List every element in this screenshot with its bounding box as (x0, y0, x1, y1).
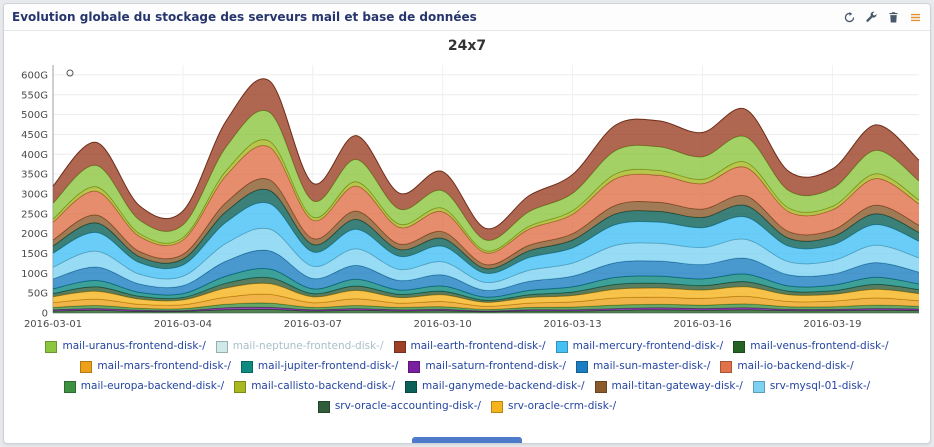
legend-item-srv-oracle-accounting-disk[interactable]: srv-oracle-accounting-disk-/ (317, 399, 481, 414)
svg-text:550G: 550G (21, 90, 48, 101)
legend-item-mail-mars-frontend-disk[interactable]: mail-mars-frontend-disk-/ (80, 359, 231, 374)
storage-evolution-widget: Evolution globale du stockage des serveu… (3, 3, 931, 444)
legend-swatch (63, 380, 76, 393)
svg-text:300G: 300G (21, 189, 48, 200)
widget-header: Evolution globale du stockage des serveu… (4, 4, 930, 31)
legend-swatch (45, 340, 58, 353)
svg-text:150G: 150G (21, 249, 48, 260)
legend-swatch (393, 340, 406, 353)
wrench-icon[interactable] (865, 11, 878, 24)
legend-swatch (555, 340, 568, 353)
legend-label: mail-titan-gateway-disk-/ (611, 380, 743, 392)
legend-label: mail-earth-frontend-disk-/ (410, 340, 546, 352)
widget-toolbar (843, 11, 922, 24)
legend-label: mail-neptune-frontend-disk-/ (232, 340, 384, 352)
svg-text:2016-03-16: 2016-03-16 (673, 319, 731, 330)
legend-swatch (752, 380, 765, 393)
chart-legend: mail-uranus-frontend-disk-/ mail-neptune-… (4, 335, 930, 416)
legend-item-srv-oracle-crm-disk[interactable]: srv-oracle-crm-disk-/ (490, 399, 617, 414)
svg-text:250G: 250G (21, 209, 48, 220)
stacked-area-chart: 0 50G 100G 150G 200G 250G 300G 350G 400G 450G 500G… (21, 65, 920, 330)
svg-text:450G: 450G (21, 130, 48, 141)
legend-item-mail-jupiter-frontend-disk[interactable]: mail-jupiter-frontend-disk-/ (240, 359, 399, 374)
svg-text:400G: 400G (21, 150, 48, 161)
legend-label: mail-io-backend-disk-/ (737, 360, 854, 372)
svg-text:2016-03-04: 2016-03-04 (154, 319, 212, 330)
svg-text:500G: 500G (21, 110, 48, 121)
resize-handle[interactable] (412, 437, 522, 443)
svg-text:600G: 600G (21, 70, 48, 81)
legend-swatch (240, 360, 253, 373)
legend-item-mail-sun-master-disk[interactable]: mail-sun-master-disk-/ (575, 359, 711, 374)
legend-item-srv-mysql-01-disk[interactable]: srv-mysql-01-disk-/ (752, 379, 871, 394)
legend-swatch (215, 340, 228, 353)
legend-swatch (80, 360, 93, 373)
legend-label: mail-callisto-backend-disk-/ (251, 380, 396, 392)
legend-item-mail-uranus-frontend-disk[interactable]: mail-uranus-frontend-disk-/ (45, 339, 206, 354)
legend-item-mail-ganymede-backend-disk[interactable]: mail-ganymede-backend-disk-/ (405, 379, 585, 394)
svg-text:100G: 100G (21, 269, 48, 280)
legend-swatch (490, 400, 503, 413)
svg-text:2016-03-13: 2016-03-13 (544, 319, 602, 330)
svg-text:350G: 350G (21, 170, 48, 181)
legend-swatch (575, 360, 588, 373)
svg-text:50G: 50G (28, 289, 48, 300)
svg-text:2016-03-19: 2016-03-19 (803, 319, 861, 330)
legend-label: mail-venus-frontend-disk-/ (750, 340, 889, 352)
legend-label: srv-mysql-01-disk-/ (769, 380, 871, 392)
svg-text:2016-03-10: 2016-03-10 (414, 319, 472, 330)
legend-swatch (733, 340, 746, 353)
legend-label: mail-sun-master-disk-/ (592, 360, 711, 372)
legend-item-mail-europa-backend-disk[interactable]: mail-europa-backend-disk-/ (63, 379, 225, 394)
legend-label: mail-saturn-frontend-disk-/ (425, 360, 566, 372)
legend-swatch (594, 380, 607, 393)
legend-item-mail-callisto-backend-disk[interactable]: mail-callisto-backend-disk-/ (234, 379, 395, 394)
legend-swatch (234, 380, 247, 393)
legend-swatch (317, 400, 330, 413)
legend-item-mail-earth-frontend-disk[interactable]: mail-earth-frontend-disk-/ (393, 339, 546, 354)
widget-title: Evolution globale du stockage des serveu… (12, 10, 477, 24)
refresh-icon[interactable] (843, 11, 856, 24)
legend-swatch (720, 360, 733, 373)
legend-item-mail-io-backend-disk[interactable]: mail-io-backend-disk-/ (720, 359, 854, 374)
svg-text:200G: 200G (21, 229, 48, 240)
svg-text:0: 0 (42, 309, 48, 320)
legend-label: mail-uranus-frontend-disk-/ (62, 340, 206, 352)
legend-item-mail-neptune-frontend-disk[interactable]: mail-neptune-frontend-disk-/ (215, 339, 384, 354)
menu-icon[interactable] (909, 11, 922, 24)
legend-label: srv-oracle-crm-disk-/ (507, 400, 617, 412)
legend-label: srv-oracle-accounting-disk-/ (334, 400, 481, 412)
legend-label: mail-europa-backend-disk-/ (80, 380, 225, 392)
legend-label: mail-mars-frontend-disk-/ (97, 360, 231, 372)
legend-item-mail-saturn-frontend-disk[interactable]: mail-saturn-frontend-disk-/ (408, 359, 566, 374)
trash-icon[interactable] (887, 11, 900, 24)
legend-item-mail-titan-gateway-disk[interactable]: mail-titan-gateway-disk-/ (594, 379, 743, 394)
legend-swatch (405, 380, 418, 393)
legend-label: mail-ganymede-backend-disk-/ (422, 380, 585, 392)
svg-text:2016-03-07: 2016-03-07 (284, 319, 342, 330)
legend-item-mail-venus-frontend-disk[interactable]: mail-venus-frontend-disk-/ (733, 339, 889, 354)
legend-item-mail-mercury-frontend-disk[interactable]: mail-mercury-frontend-disk-/ (555, 339, 724, 354)
legend-label: mail-jupiter-frontend-disk-/ (257, 360, 399, 372)
legend-swatch (408, 360, 421, 373)
svg-text:2016-03-01: 2016-03-01 (24, 319, 82, 330)
legend-label: mail-mercury-frontend-disk-/ (572, 340, 724, 352)
chart-title: 24x7 (447, 38, 487, 54)
